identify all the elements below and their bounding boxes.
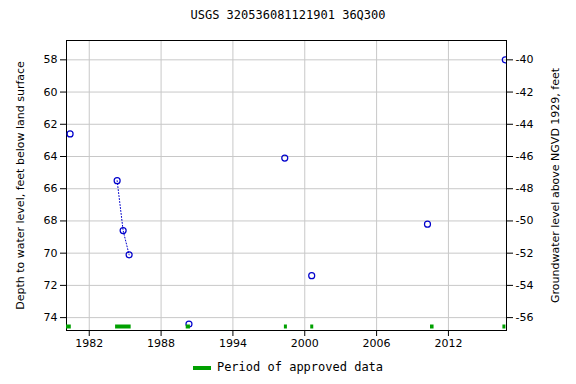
svg-text:60: 60 [44, 86, 58, 99]
svg-text:-50: -50 [516, 214, 534, 227]
html-text:USGS 320536081121901 36Q300: USGS 320536081121901 36Q300 [190, 8, 386, 22]
svg-text:70: 70 [44, 247, 58, 260]
svg-text:68: 68 [44, 214, 58, 227]
svg-text:-52: -52 [516, 247, 534, 260]
svg-text:2012: 2012 [434, 337, 462, 350]
svg-text:-40: -40 [516, 53, 534, 66]
svg-text:66: 66 [44, 182, 58, 195]
svg-text:72: 72 [44, 279, 58, 292]
svg-text:-44: -44 [516, 118, 534, 131]
svg-text:58: 58 [44, 53, 58, 66]
svg-text:-42: -42 [516, 86, 534, 99]
svg-text:Depth to water level, feet bel: Depth to water level, feet below land su… [14, 61, 27, 310]
svg-text:2000: 2000 [291, 337, 319, 350]
svg-text:Groundwater level above NGVD 1: Groundwater level above NGVD 1929, feet [549, 67, 562, 303]
svg-text:-46: -46 [516, 150, 534, 163]
svg-text:74: 74 [44, 311, 58, 324]
svg-text:1994: 1994 [219, 337, 247, 350]
svg-text:-48: -48 [516, 182, 534, 195]
svg-text:-54: -54 [516, 279, 534, 292]
html-text:Period of approved data: Period of approved data [216, 360, 384, 374]
svg-text:1988: 1988 [147, 337, 175, 350]
svg-text:1982: 1982 [75, 337, 103, 350]
svg-text:-56: -56 [516, 311, 534, 324]
svg-text:64: 64 [44, 150, 58, 163]
svg-text:2006: 2006 [363, 337, 391, 350]
svg-text:62: 62 [44, 118, 58, 131]
